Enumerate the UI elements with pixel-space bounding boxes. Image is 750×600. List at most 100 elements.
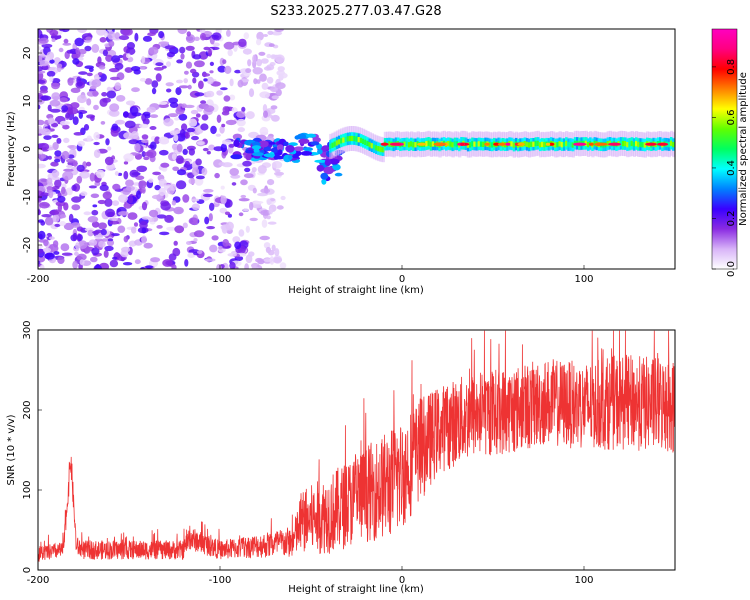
- spectrogram-noise-cell: [269, 86, 279, 92]
- spectrogram-noise-cell: [180, 53, 185, 60]
- spectrogram-noise-cell: [75, 47, 80, 55]
- spectrogram-noise-cell: [74, 251, 79, 256]
- spectrogram-noise-cell: [77, 29, 88, 34]
- spectrogram-noise-cell: [249, 217, 258, 222]
- spectrogram-noise-cell: [72, 260, 78, 269]
- spectrogram-noise-cell: [216, 90, 223, 96]
- x-tick-label: -200: [27, 575, 50, 586]
- spectrogram-noise-cell: [158, 136, 169, 145]
- spectrogram-noise-cell: [51, 122, 59, 128]
- spectrogram-noise-cell: [112, 200, 120, 207]
- spectrogram-core-cell: [584, 140, 588, 146]
- spectrogram-noise-cell: [97, 72, 103, 76]
- spectrogram-transition-cell: [251, 141, 261, 147]
- spectrogram-noise-cell: [212, 42, 220, 47]
- spectrogram-noise-cell: [108, 217, 119, 221]
- spectrogram-noise-cell: [80, 191, 88, 196]
- spectrogram-noise-cell: [57, 256, 65, 265]
- spectrogram-noise-cell: [128, 195, 134, 204]
- spectrogram-noise-cell: [61, 105, 68, 112]
- spectrogram-noise-cell: [205, 90, 215, 98]
- spectrogram-noise-cell: [203, 46, 211, 51]
- spectrogram-core-cell: [357, 137, 361, 143]
- spectrogram-transition-cell: [321, 178, 327, 185]
- spectrogram-noise-cell: [91, 43, 100, 53]
- spectrogram-noise-cell: [115, 119, 125, 125]
- spectrogram-transition-cell: [276, 144, 284, 152]
- spectrogram-noise-cell: [261, 82, 269, 90]
- spectrogram-noise-cell: [243, 32, 250, 40]
- spectrogram-noise-cell: [49, 236, 55, 240]
- spectrogram-noise-cell: [268, 208, 273, 215]
- spectrogram-noise-cell: [274, 248, 280, 257]
- spectrogram-noise-cell: [79, 171, 90, 179]
- spectrogram-noise-cell: [231, 182, 237, 186]
- spectrogram-noise-cell: [171, 153, 177, 161]
- spectrogram-noise-cell: [121, 246, 131, 253]
- spectrogram-y-ticks: -20 -10 0 10 20: [22, 47, 42, 253]
- spectrogram-noise-cell: [112, 183, 121, 191]
- spectrogram-noise-cell: [190, 109, 199, 115]
- y-tick-label: 300: [22, 320, 33, 339]
- spectrogram-core-cell: [335, 140, 340, 146]
- spectrogram-transition-cell: [324, 159, 332, 166]
- spectrogram-noise-cell: [86, 98, 92, 106]
- spectrogram-noise-cell: [187, 84, 192, 90]
- spectrogram-noise-cell: [271, 161, 283, 169]
- spectrogram-noise-cell: [222, 59, 227, 65]
- spectrogram-noise-cell: [217, 65, 227, 73]
- spectrogram-noise-cell: [122, 29, 133, 36]
- spectrogram-noise-cell: [200, 100, 207, 105]
- spectrogram-noise-cell: [141, 56, 146, 64]
- spectrogram-noise-cell: [49, 108, 61, 113]
- spectrogram-core-cell: [447, 141, 451, 147]
- spectrogram-noise-cell: [73, 132, 84, 136]
- spectrogram-core-cell: [482, 141, 486, 147]
- spectrogram-noise-cell: [85, 36, 93, 41]
- spectrogram-core-cell: [626, 142, 630, 148]
- spectrogram-noise-cell: [188, 118, 198, 127]
- spectrogram-noise-cell: [91, 209, 99, 216]
- spectrogram-noise-cell: [91, 221, 100, 228]
- spectrogram-noise-cell: [248, 251, 255, 257]
- spectrogram-noise-cell: [74, 37, 84, 47]
- spectrogram-noise-cell: [124, 120, 136, 129]
- spectrogram-core-cell: [510, 141, 514, 147]
- spectrogram-noise-cell: [109, 109, 120, 117]
- spectrogram-noise-cell: [151, 194, 163, 200]
- spectrogram-core-cell: [412, 142, 416, 148]
- spectrogram-core-cell: [359, 137, 364, 143]
- spectrogram-noise-cell: [252, 67, 263, 75]
- spectrogram-noise-cell: [261, 219, 268, 228]
- spectrogram-noise-cell: [65, 112, 70, 119]
- spectrogram-noise-cell: [141, 151, 146, 158]
- spectrogram-noise-cell: [158, 103, 170, 108]
- spectrogram-noise-cell: [176, 59, 184, 64]
- spectrogram-noise-cell: [90, 115, 95, 122]
- spectrogram-core-cell: [556, 142, 560, 148]
- spectrogram-noise-cell: [255, 257, 264, 263]
- spectrogram-core-cell: [427, 140, 431, 146]
- spectrogram-noise-cell: [123, 111, 129, 118]
- spectrogram-noise-cell: [242, 48, 252, 55]
- spectrogram-noise-cell: [125, 179, 134, 187]
- spectrogram-noise-cell: [232, 236, 241, 244]
- spectrogram-noise-cell: [123, 153, 135, 162]
- spectrogram-x-ticks: -200 -100 0 100: [27, 265, 594, 285]
- spectrogram-noise-cell: [204, 258, 216, 262]
- spectrogram-noise-cell: [202, 193, 213, 198]
- spectrogram-noise-cell: [211, 235, 219, 241]
- spectrogram-noise-cell: [99, 37, 107, 43]
- spectrogram-core-cell: [425, 141, 429, 147]
- spectrogram-core-cell: [541, 141, 545, 147]
- spectrogram-core-cell: [538, 142, 543, 148]
- spectrogram-noise-cell: [143, 242, 153, 249]
- spectrogram-noise-cell: [51, 38, 56, 42]
- spectrogram-noise-cell: [59, 29, 66, 32]
- spectrogram-noise-cell: [199, 32, 207, 41]
- snr-y-ticks: 0 100 200 300: [22, 320, 42, 573]
- spectrogram-transition-cell: [245, 153, 252, 161]
- spectrogram-noise-cell: [76, 175, 83, 184]
- spectrogram-noise-cell: [160, 200, 170, 207]
- spectrogram-noise-cell: [171, 200, 177, 206]
